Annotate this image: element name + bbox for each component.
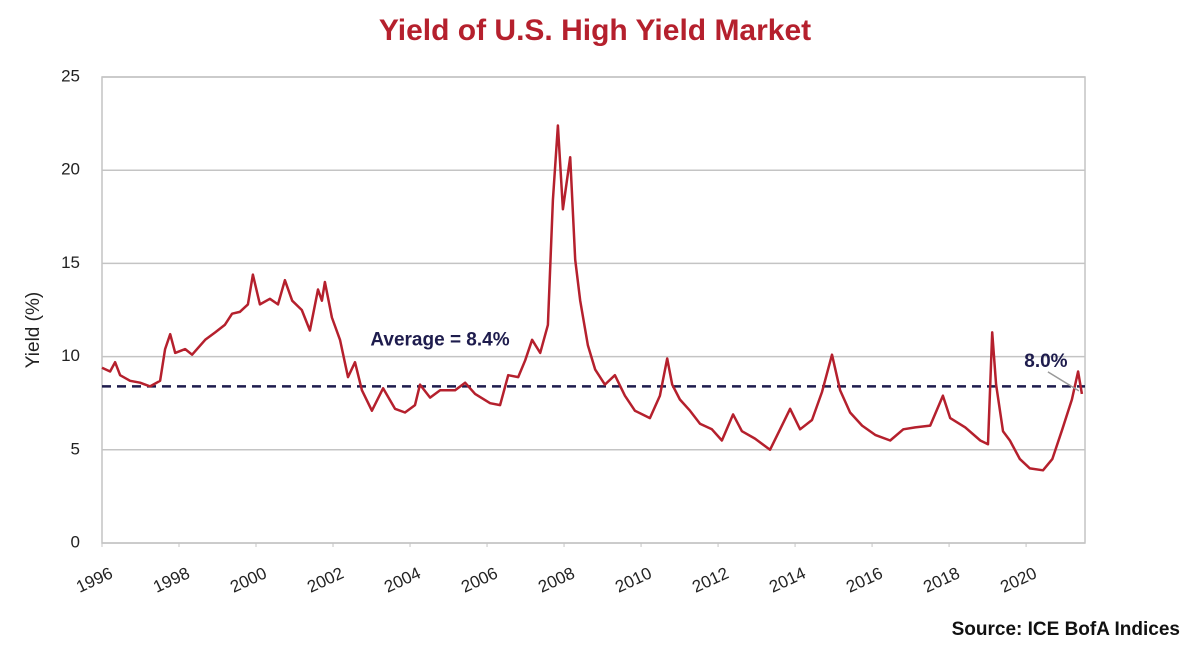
y-tick-label: 10 (61, 346, 80, 365)
end-label: 8.0% (1024, 351, 1067, 372)
x-tick-label: 1998 (150, 563, 192, 596)
y-tick-label: 5 (71, 439, 80, 458)
y-tick-label: 0 (71, 532, 80, 551)
source: Source: ICE BofA Indices (952, 619, 1180, 640)
x-tick-label: 2012 (689, 563, 731, 596)
x-tick-label: 2006 (458, 563, 500, 596)
x-tick-label: 2004 (381, 563, 423, 596)
x-tick-label: 2002 (304, 563, 346, 596)
x-tick-label: 2010 (612, 563, 654, 596)
yield-line (101, 124, 1084, 472)
x-tick-label: 2008 (535, 563, 577, 596)
x-tick-label: 2016 (843, 563, 885, 596)
y-tick-label: 20 (61, 160, 80, 179)
x-tick-label: 2018 (920, 563, 962, 596)
y-tick-label: 15 (61, 253, 80, 272)
x-tick-label: 2020 (997, 563, 1039, 596)
x-tick-label: 2014 (766, 563, 808, 596)
y-tick-label: 25 (61, 66, 80, 85)
x-tick-label: 2000 (227, 563, 269, 596)
plot-border (101, 76, 1086, 544)
chart-title: Yield of U.S. High Yield Market (379, 14, 811, 47)
y-axis-label: Yield (%) (23, 292, 44, 368)
x-tick-label: 1996 (73, 563, 115, 596)
average-label: Average = 8.4% (370, 329, 509, 350)
end-label-leader (1047, 371, 1080, 392)
